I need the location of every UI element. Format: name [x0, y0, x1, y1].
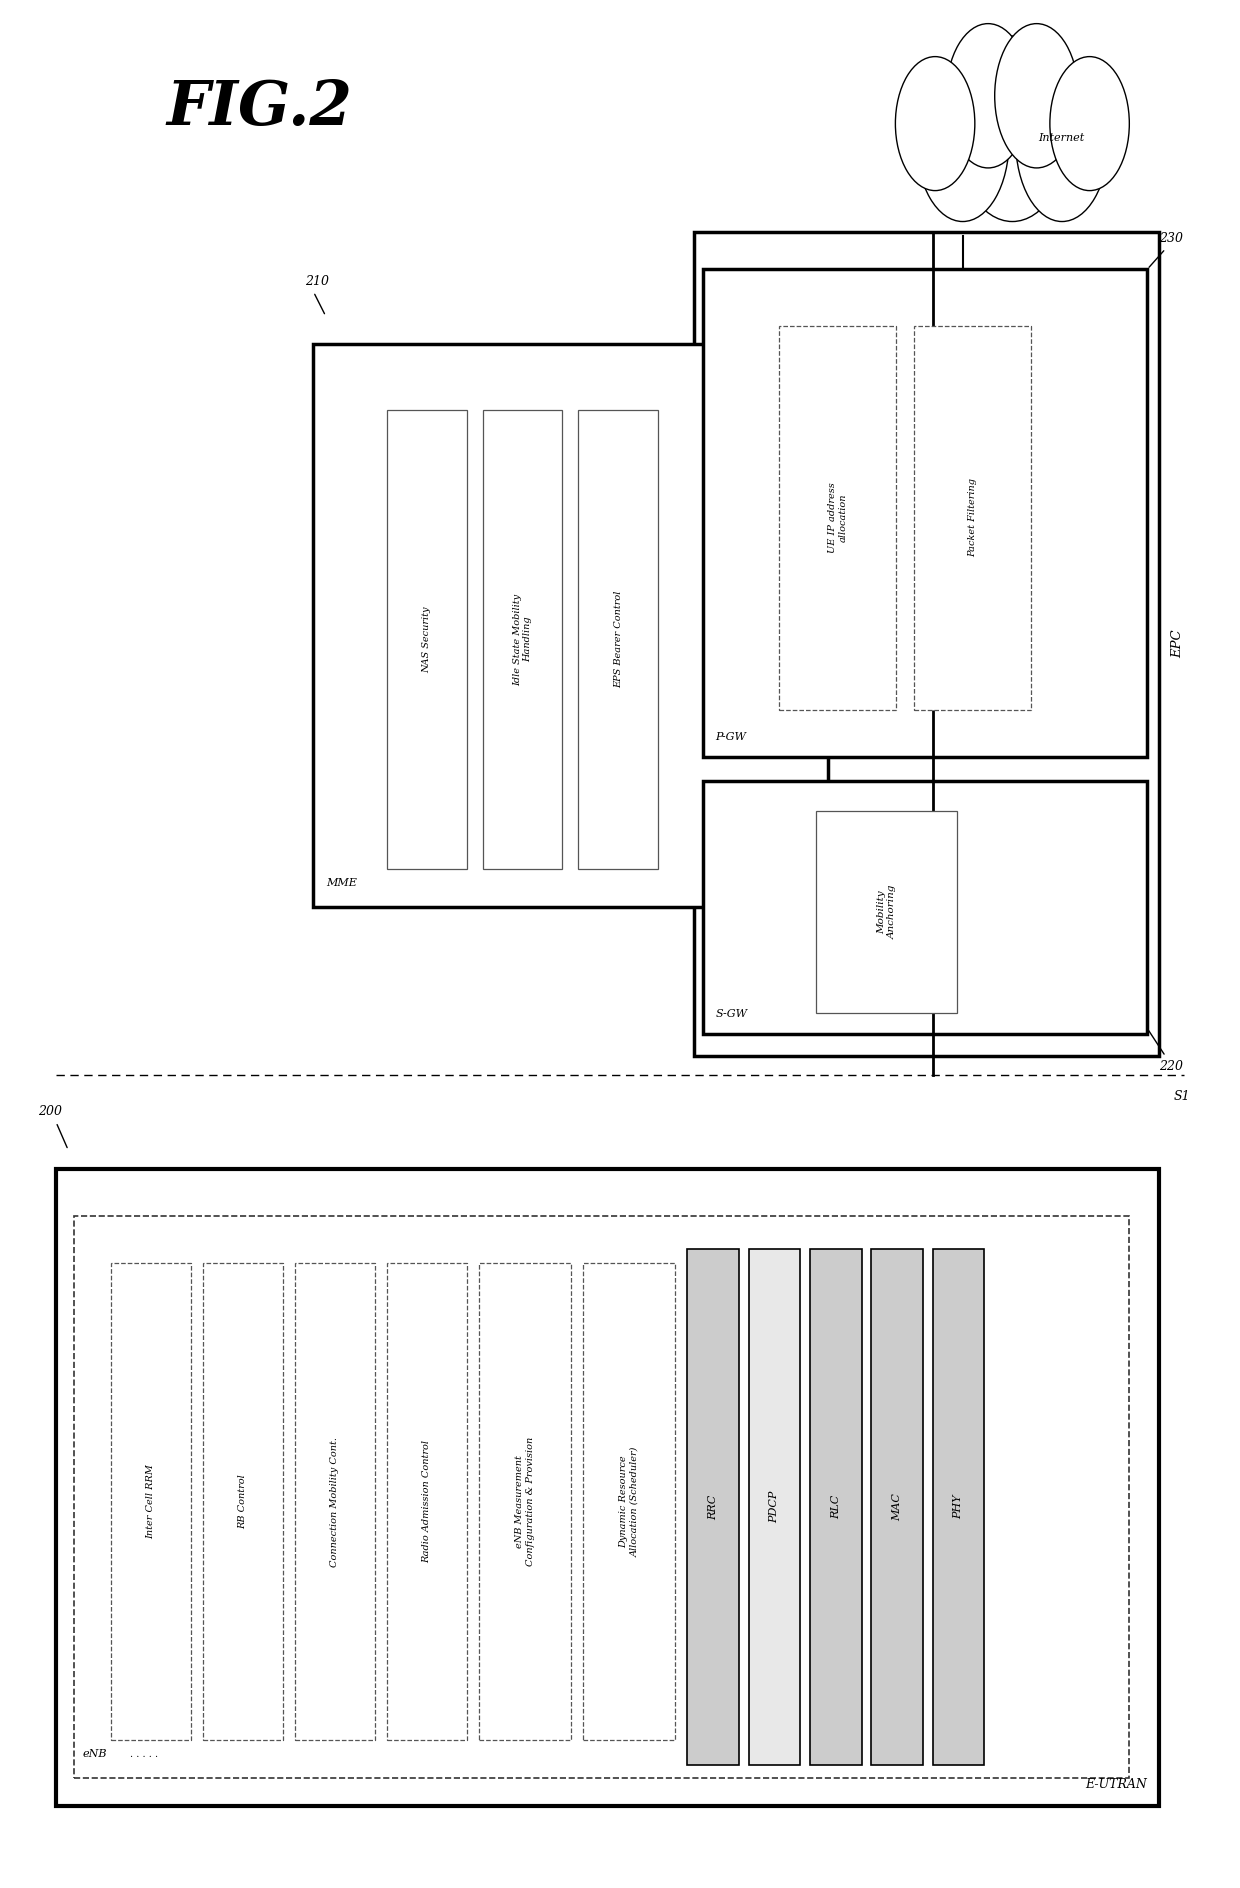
FancyBboxPatch shape — [687, 1250, 739, 1765]
FancyBboxPatch shape — [56, 1169, 1159, 1807]
FancyBboxPatch shape — [703, 270, 1147, 757]
FancyBboxPatch shape — [749, 1250, 800, 1765]
FancyBboxPatch shape — [693, 232, 1159, 1057]
Ellipse shape — [916, 60, 1009, 221]
Ellipse shape — [895, 57, 975, 191]
Text: Internet: Internet — [1038, 134, 1085, 143]
Text: . . . . .: . . . . . — [129, 1750, 157, 1760]
Ellipse shape — [946, 25, 1030, 168]
Text: eNB Measurement
Configuration & Provision: eNB Measurement Configuration & Provisio… — [516, 1437, 534, 1567]
Text: RRC: RRC — [708, 1495, 718, 1520]
FancyBboxPatch shape — [482, 410, 563, 868]
FancyBboxPatch shape — [583, 1263, 675, 1741]
FancyBboxPatch shape — [810, 1250, 862, 1765]
FancyBboxPatch shape — [872, 1250, 923, 1765]
Text: eNB: eNB — [83, 1750, 108, 1760]
Text: 230: 230 — [1159, 232, 1183, 245]
Text: 220: 220 — [1159, 1061, 1183, 1072]
Text: MME: MME — [326, 878, 357, 887]
Text: Idle State Mobility
Handling: Idle State Mobility Handling — [513, 593, 532, 685]
Text: Dynamic Resource
Allocation (Scheduler): Dynamic Resource Allocation (Scheduler) — [620, 1446, 639, 1558]
FancyBboxPatch shape — [203, 1263, 283, 1741]
Text: S1: S1 — [1173, 1089, 1190, 1103]
FancyBboxPatch shape — [74, 1216, 1128, 1778]
Text: E-UTRAN: E-UTRAN — [1085, 1778, 1147, 1792]
Text: EPC: EPC — [1172, 631, 1184, 659]
FancyBboxPatch shape — [314, 344, 828, 906]
Text: S-GW: S-GW — [715, 1008, 748, 1020]
Text: EPS Bearer Control: EPS Bearer Control — [614, 591, 622, 687]
Ellipse shape — [994, 25, 1079, 168]
Ellipse shape — [1050, 57, 1130, 191]
FancyBboxPatch shape — [914, 325, 1030, 710]
Text: 200: 200 — [38, 1104, 62, 1118]
FancyBboxPatch shape — [479, 1263, 570, 1741]
Text: Connection Mobility Cont.: Connection Mobility Cont. — [330, 1437, 340, 1567]
FancyBboxPatch shape — [578, 410, 658, 868]
Text: Packet Filtering: Packet Filtering — [968, 478, 977, 557]
Ellipse shape — [955, 36, 1070, 221]
Text: Mobility
Anchoring: Mobility Anchoring — [877, 885, 897, 940]
Text: Inter Cell RRM: Inter Cell RRM — [146, 1463, 155, 1539]
Text: PDCP: PDCP — [770, 1492, 780, 1524]
FancyBboxPatch shape — [387, 410, 466, 868]
Ellipse shape — [1016, 60, 1109, 221]
Text: RB Control: RB Control — [238, 1475, 248, 1529]
Text: MAC: MAC — [892, 1493, 903, 1522]
FancyBboxPatch shape — [932, 1250, 985, 1765]
FancyBboxPatch shape — [112, 1263, 191, 1741]
Text: 210: 210 — [305, 276, 329, 289]
Text: RLC: RLC — [831, 1495, 841, 1520]
Text: P-GW: P-GW — [715, 731, 746, 742]
Text: UE IP address
allocation: UE IP address allocation — [828, 481, 847, 553]
FancyBboxPatch shape — [387, 1263, 466, 1741]
FancyBboxPatch shape — [703, 782, 1147, 1035]
Text: Radio Admission Control: Radio Admission Control — [423, 1441, 432, 1563]
Text: FIG.2: FIG.2 — [166, 77, 352, 138]
FancyBboxPatch shape — [295, 1263, 374, 1741]
FancyBboxPatch shape — [816, 812, 957, 1014]
Text: NAS Security: NAS Security — [423, 606, 432, 672]
FancyBboxPatch shape — [780, 325, 895, 710]
Text: PHY: PHY — [954, 1495, 963, 1520]
